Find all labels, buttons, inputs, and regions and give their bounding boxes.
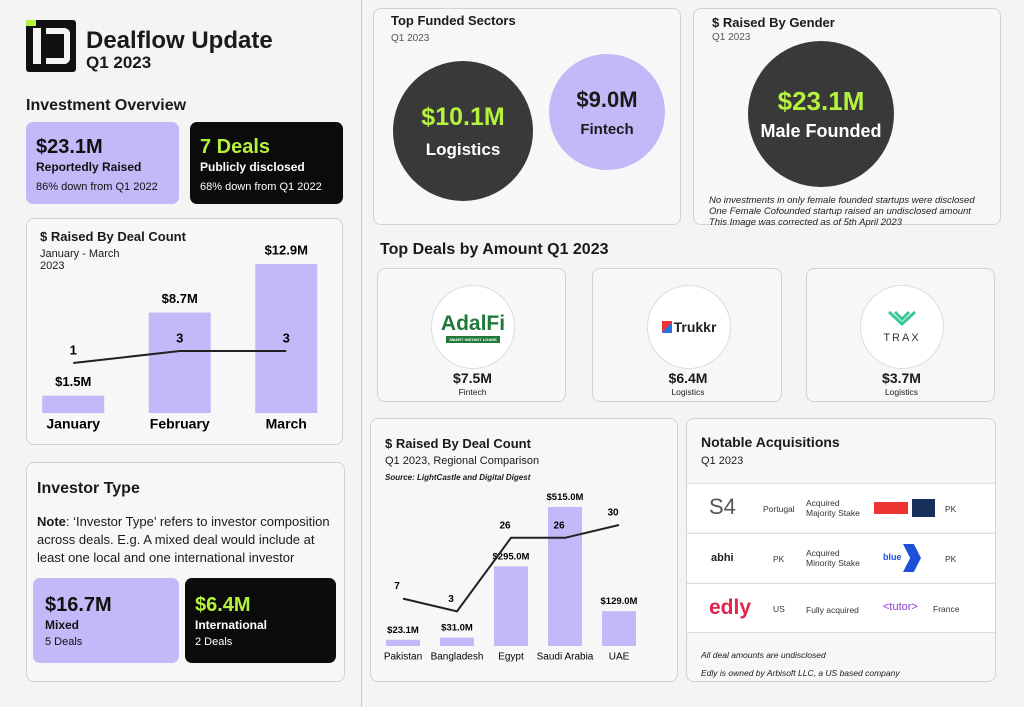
acquirer-country: PK xyxy=(773,554,785,564)
acquirer: edly xyxy=(709,596,752,619)
note: One Female Cofounded startup raised an u… xyxy=(709,206,971,217)
sectors-panel: Top Funded Sectors Q1 2023 $10.1M Logist… xyxy=(373,8,681,225)
stat-value: 7 Deals xyxy=(200,136,271,158)
acquisition-row: S4 Portugal Acquired Majority Stake PK xyxy=(687,483,995,532)
logo-icon xyxy=(887,310,917,326)
stat-note: 2 Deals xyxy=(195,636,233,648)
deal-logo: TRAX xyxy=(860,285,944,369)
deal-amount: $3.7M xyxy=(882,370,921,386)
note: This Image was corrected as of 5th April… xyxy=(709,217,902,228)
acquisition-row: edly US Fully acquired <tutor> France xyxy=(687,583,995,633)
panel-title: $ Raised By Gender xyxy=(712,15,835,30)
stat-value: $6.4M xyxy=(195,594,251,616)
note: Note: ‘Investor Type’ refers to investor… xyxy=(37,513,337,567)
acquisitions-panel: Notable Acquisitions Q1 2023 S4 Portugal… xyxy=(686,418,996,682)
section-title: Top Deals by Amount Q1 2023 xyxy=(380,241,609,258)
logo-text: TRAX xyxy=(883,332,921,344)
deal-sector: Logistics xyxy=(671,387,705,397)
gender-amount: $23.1M xyxy=(777,86,865,116)
deal-type: Acquired Minority Stake xyxy=(806,548,860,568)
deal-logo: AdalFi SMART INSTANT LOANS xyxy=(431,285,515,369)
deal-logo: Trukkr xyxy=(647,285,731,369)
target-country: PK xyxy=(945,504,957,514)
panel-title: Notable Acquisitions xyxy=(701,434,840,450)
panel-subtitle: Q1 2023 xyxy=(712,32,751,43)
chart-subtitle: January - March 2023 xyxy=(40,248,120,272)
panel-subtitle: Q1 2023 xyxy=(701,455,744,467)
sector-amount: $9.0M xyxy=(576,86,638,112)
deal-amount: $7.5M xyxy=(453,370,492,386)
deal-card: Trukkr $6.4M Logistics xyxy=(592,268,782,402)
note-text: : ‘Investor Type’ refers to investor com… xyxy=(37,514,330,565)
acquirer: abhi xyxy=(711,552,734,564)
stat-label: Reportedly Raised xyxy=(36,160,142,174)
stat-label: Publicly disclosed xyxy=(200,160,305,174)
stat-note: 86% down from Q1 2022 xyxy=(36,181,158,193)
target: blue xyxy=(883,552,902,562)
note-label: Note xyxy=(37,514,66,529)
chart-title: $ Raised By Deal Count xyxy=(385,436,531,451)
logo-text: AdalFi xyxy=(440,311,506,335)
chart-panel: $ Raised By Deal Count January - March 2… xyxy=(26,218,343,445)
target-country: France xyxy=(933,604,960,614)
deal-amount: $6.4M xyxy=(668,370,708,386)
deal-sector: Fintech xyxy=(458,387,487,397)
sector-name: Fintech xyxy=(580,120,634,138)
target-country: PK xyxy=(945,554,957,564)
sector-bubble: $10.1M Logistics xyxy=(393,61,533,201)
stat-value: $23.1M xyxy=(36,136,103,158)
deal-card: AdalFi SMART INSTANT LOANS $7.5M Fintech xyxy=(377,268,566,402)
target: <tutor> xyxy=(883,601,918,613)
acquirer-country: Portugal xyxy=(763,504,795,514)
sector-bubble: $9.0M Fintech xyxy=(549,54,665,170)
chart-subtitle: Q1 2023, Regional Comparison xyxy=(385,455,540,467)
sector-amount: $10.1M xyxy=(421,102,505,131)
sector-name: Logistics xyxy=(425,139,501,159)
acquirer: S4 xyxy=(709,494,736,519)
stat-card: $6.4M International 2 Deals xyxy=(185,578,336,663)
acquisition-row: abhi PK Acquired Minority Stake blue PK xyxy=(687,533,995,582)
gender-label: Male Founded xyxy=(760,121,882,141)
gender-panel: $ Raised By Gender Q1 2023 $23.1M Male F… xyxy=(693,8,1001,228)
deal-sector: Logistics xyxy=(884,387,919,397)
note: All deal amounts are undisclosed xyxy=(701,650,826,660)
acquirer-country: US xyxy=(773,604,785,614)
chart-title: $ Raised By Deal Count xyxy=(40,229,186,244)
logo xyxy=(26,20,76,72)
chart-panel: $ Raised By Deal Count Q1 2023, Regional… xyxy=(370,418,678,682)
divider xyxy=(361,0,362,707)
deal-type: Fully acquired xyxy=(806,605,859,615)
deal-card: TRAX $3.7M Logistics xyxy=(806,268,995,402)
stat-note: 5 Deals xyxy=(45,636,83,648)
title: Dealflow Update xyxy=(86,27,273,54)
notes: No investments in only female founded st… xyxy=(709,195,975,228)
section-title: Investor Type xyxy=(37,480,140,497)
stat-card: $16.7M Mixed 5 Deals xyxy=(33,578,179,663)
chart-source: Source: LightCastle and Digital Digest xyxy=(385,473,531,482)
stat-note: 68% down from Q1 2022 xyxy=(200,181,322,193)
logo-text: Trukkr xyxy=(673,319,717,335)
stat-card: $23.1M Reportedly Raised 86% down from Q… xyxy=(26,122,179,204)
panel-title: Top Funded Sectors xyxy=(391,13,516,28)
logo-tagline: SMART INSTANT LOANS xyxy=(446,335,500,343)
note: Edly is owned by Arbisoft LLC, a US base… xyxy=(701,668,900,678)
panel-subtitle: Q1 2023 xyxy=(391,33,430,44)
deal-type: Acquired Majority Stake xyxy=(806,498,860,518)
subtitle: Q1 2023 xyxy=(86,53,152,72)
stat-label: International xyxy=(195,618,268,632)
note: No investments in only female founded st… xyxy=(709,195,975,206)
gender-bubble: $23.1M Male Founded xyxy=(748,41,894,187)
stat-card: 7 Deals Publicly disclosed 68% down from… xyxy=(190,122,343,204)
section-title: Investment Overview xyxy=(26,97,187,114)
stat-value: $16.7M xyxy=(45,594,112,616)
stat-label: Mixed xyxy=(45,618,80,632)
